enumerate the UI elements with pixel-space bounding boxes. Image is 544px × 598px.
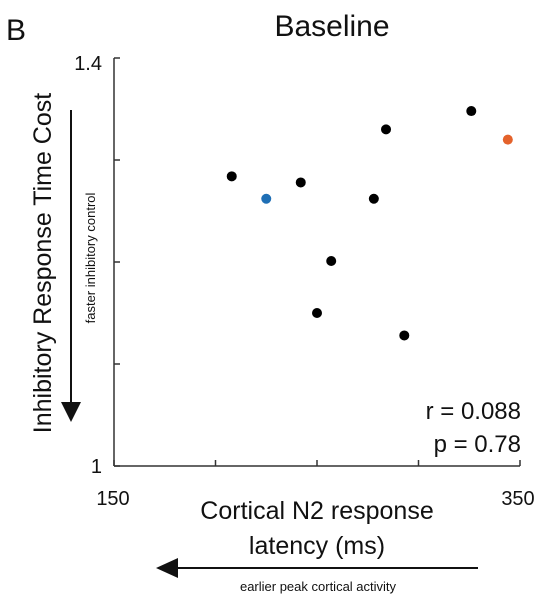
y-direction-arrow xyxy=(61,110,81,422)
chart-title: Baseline xyxy=(274,10,389,43)
axis-ticks xyxy=(113,57,521,467)
x-tick-label-left: 150 xyxy=(96,488,129,510)
stat-r: r = 0.088 xyxy=(426,398,521,425)
x-axis-label-line1: Cortical N2 response xyxy=(200,497,433,525)
data-point-black-5 xyxy=(381,124,392,135)
data-point-black-7 xyxy=(399,330,410,341)
data-point-black-3 xyxy=(326,255,337,266)
panel-label: B xyxy=(6,14,26,47)
data-point-black-6 xyxy=(312,308,322,318)
stat-p: p = 0.78 xyxy=(434,431,521,458)
y-tick-label-bottom: 1 xyxy=(91,456,102,478)
data-point-blue-1 xyxy=(261,193,272,204)
data-point-orange-9 xyxy=(502,134,513,145)
x-axis-label-line2: latency (ms) xyxy=(249,532,385,560)
x-tick-label-right: 350 xyxy=(501,488,534,510)
y-tick-label-top: 1.4 xyxy=(74,53,102,75)
data-point-black-4 xyxy=(368,193,379,204)
x-direction-arrow xyxy=(156,558,478,578)
y-arrow-label: faster inhibitory control xyxy=(83,192,98,323)
data-points xyxy=(226,106,513,341)
data-point-black-2 xyxy=(295,177,306,188)
y-axis-label: Inhibitory Response Time Cost xyxy=(29,93,57,433)
data-point-black-0 xyxy=(226,171,237,182)
x-arrow-label: earlier peak cortical activity xyxy=(240,579,397,594)
data-point-black-8 xyxy=(466,106,477,117)
